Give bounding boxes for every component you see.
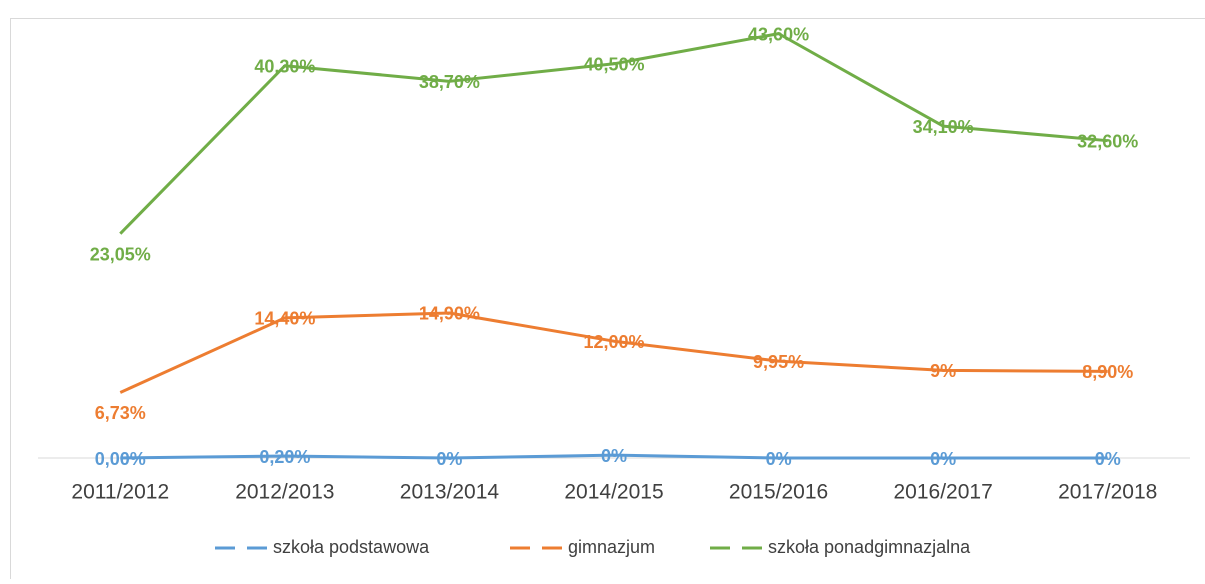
legend-label: szkoła ponadgimnazjalna [768,537,971,557]
x-tick-label: 2011/2012 [71,481,169,504]
data-label: 0% [1095,449,1121,469]
data-label: 40,30% [254,56,315,76]
data-label: 0% [436,449,462,469]
data-label: 0% [601,446,627,466]
data-label: 0,00% [95,449,146,469]
data-label: 8,90% [1082,362,1133,382]
data-label: 0% [930,449,956,469]
data-label: 23,05% [90,244,151,264]
data-label: 34,10% [913,117,974,137]
x-tick-label: 2012/2013 [235,481,334,504]
x-tick-label: 2014/2015 [564,481,663,504]
data-label: 6,73% [95,403,146,423]
x-tick-label: 2016/2017 [894,481,993,504]
data-label: 43,60% [748,24,809,44]
data-label: 9% [930,361,956,381]
x-tick-label: 2017/2018 [1058,481,1157,504]
data-label: 0% [766,449,792,469]
legend-label: szkoła podstawowa [273,537,430,557]
data-label: 0,20% [259,447,310,467]
data-label: 32,60% [1077,131,1138,151]
data-label: 14,40% [254,309,315,329]
data-label: 12,00% [583,332,644,352]
data-label: 9,95% [753,352,804,372]
legend-label: gimnazjum [568,537,655,557]
x-tick-label: 2013/2014 [400,481,500,504]
data-label: 40,50% [583,55,644,75]
x-tick-label: 2015/2016 [729,481,828,504]
data-label: 38,70% [419,72,480,92]
data-label: 14,90% [419,304,480,324]
